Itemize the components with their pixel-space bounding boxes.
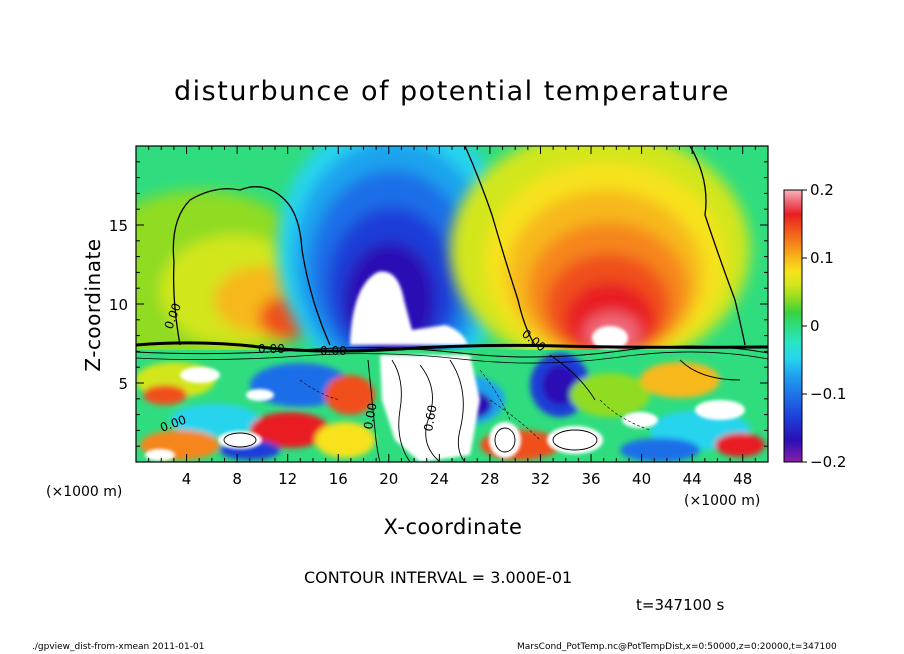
x-tick-label: 44 — [683, 470, 702, 488]
colorbar-tick-label: −0.2 — [810, 453, 846, 471]
contour-label: 0.00 — [320, 344, 347, 358]
contour-label: 0.00 — [258, 342, 285, 356]
x-tick-label: 48 — [733, 470, 752, 488]
colorbar-tick-label: 0.1 — [810, 249, 834, 267]
footer-right: MarsCond_PotTemp.nc@PotTempDist,x=0:5000… — [517, 642, 837, 652]
x-tick-label: 24 — [430, 470, 449, 488]
x-unit-label-left: (×1000 m) — [46, 484, 123, 500]
x-tick-label: 12 — [278, 470, 297, 488]
x-tick-label: 36 — [581, 470, 600, 488]
y-tick-label: 15 — [109, 217, 128, 235]
x-unit-label-right: (×1000 m) — [684, 493, 761, 509]
contour-interval-text: CONTOUR INTERVAL = 3.000E-01 — [304, 568, 573, 587]
chart-title: disturbunce of potential temperature — [174, 76, 730, 107]
x-tick-label: 8 — [232, 470, 242, 488]
y-tick-label: 5 — [118, 375, 128, 393]
x-axis-label: X-coordinate — [383, 515, 523, 539]
x-tick-label: 32 — [531, 470, 550, 488]
contour-label-group: 0.00 0.00 0.00 0.00 0.00 0.00 0.60 — [158, 301, 548, 435]
x-tick-label: 4 — [182, 470, 192, 488]
colorbar-ticks: 0.2 0.1 0 −0.1 −0.2 — [802, 181, 846, 471]
footer-left: ./gpview_dist-from-xmean 2011-01-01 — [32, 642, 205, 652]
colorbar — [783, 189, 803, 463]
contour-label: 0.00 — [361, 402, 379, 431]
y-axis: 5 10 15 — [109, 145, 768, 463]
colorbar-tick-label: 0 — [810, 317, 820, 335]
y-tick-label: 10 — [109, 296, 128, 314]
x-tick-label: 16 — [329, 470, 348, 488]
x-tick-label: 40 — [632, 470, 651, 488]
x-axis: 4 8 12 16 20 24 28 32 36 40 44 48 — [135, 146, 769, 488]
time-stamp: t=347100 s — [636, 596, 725, 614]
colorbar-tick-label: −0.1 — [810, 385, 846, 403]
x-tick-label: 20 — [379, 470, 398, 488]
contour-label: 0.60 — [421, 404, 439, 433]
colorbar-tick-label: 0.2 — [810, 181, 834, 199]
heatmap-field — [136, 146, 768, 462]
x-tick-label: 28 — [480, 470, 499, 488]
